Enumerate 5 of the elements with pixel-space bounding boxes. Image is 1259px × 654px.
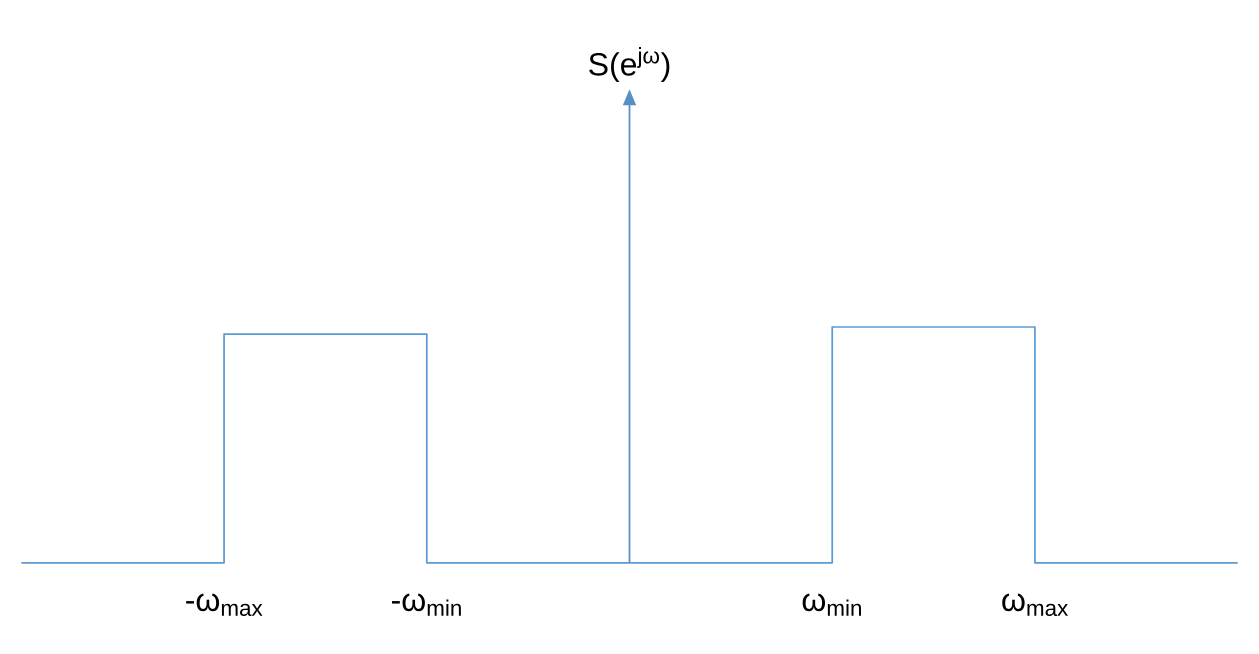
x-tick-label: -ω$_{min}$ bbox=[392, 593, 461, 617]
text: S(e$^{jω}$) bbox=[589, 47, 670, 83]
x-tick-label: ω$_{min}$ bbox=[802, 593, 861, 617]
x-tick-label: ω$_{max}$ bbox=[1002, 593, 1069, 617]
x-tick-label: -ω$_{max}$ bbox=[186, 593, 263, 617]
